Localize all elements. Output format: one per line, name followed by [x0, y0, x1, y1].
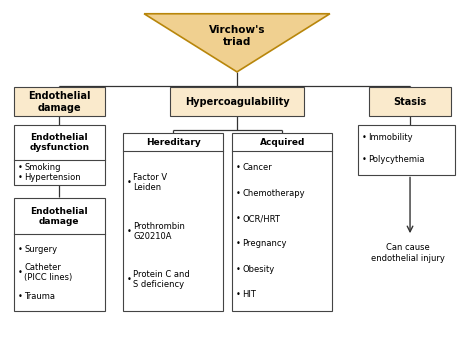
FancyBboxPatch shape — [232, 133, 332, 311]
Text: •: • — [362, 133, 366, 142]
Polygon shape — [144, 14, 330, 72]
Text: Virchow's
triad: Virchow's triad — [209, 25, 265, 47]
Text: •: • — [236, 239, 241, 248]
Text: •: • — [18, 173, 23, 183]
FancyBboxPatch shape — [369, 87, 451, 116]
Text: Factor V
Leiden: Factor V Leiden — [133, 173, 167, 192]
Text: •: • — [236, 290, 241, 299]
Text: •: • — [236, 189, 241, 198]
Text: Endothelial
damage: Endothelial damage — [28, 91, 91, 113]
Text: HIT: HIT — [243, 290, 256, 299]
Text: Smoking: Smoking — [24, 163, 61, 172]
Text: •: • — [18, 245, 23, 254]
Text: Cancer: Cancer — [243, 163, 273, 172]
Text: •: • — [18, 291, 23, 300]
Text: Prothrombin
G20210A: Prothrombin G20210A — [133, 222, 185, 241]
Text: Trauma: Trauma — [24, 291, 55, 300]
Text: •: • — [127, 178, 132, 187]
Text: Acquired: Acquired — [260, 138, 305, 147]
Text: Surgery: Surgery — [24, 245, 57, 254]
FancyBboxPatch shape — [170, 87, 304, 116]
Text: •: • — [236, 265, 241, 274]
Text: Hypertension: Hypertension — [24, 173, 81, 183]
Text: Endothelial
dysfunction: Endothelial dysfunction — [29, 133, 90, 153]
Text: Endothelial
damage: Endothelial damage — [30, 207, 88, 226]
Text: •: • — [362, 155, 366, 164]
Text: OCR/HRT: OCR/HRT — [243, 214, 281, 223]
Text: Hypercoagulability: Hypercoagulability — [185, 97, 289, 107]
FancyBboxPatch shape — [123, 133, 223, 311]
Text: Can cause
endothelial injury: Can cause endothelial injury — [371, 244, 445, 263]
Text: Pregnancy: Pregnancy — [243, 239, 287, 248]
Text: •: • — [236, 163, 241, 172]
Text: Hereditary: Hereditary — [146, 138, 201, 147]
FancyBboxPatch shape — [358, 125, 456, 174]
FancyBboxPatch shape — [14, 199, 105, 311]
Text: Catheter
(PICC lines): Catheter (PICC lines) — [24, 263, 73, 282]
Text: Obesity: Obesity — [243, 265, 275, 274]
Text: •: • — [236, 214, 241, 223]
Text: •: • — [127, 275, 132, 284]
Text: Chemotherapy: Chemotherapy — [243, 189, 305, 198]
Text: Protein C and
S deficiency: Protein C and S deficiency — [133, 270, 190, 289]
Text: Stasis: Stasis — [393, 97, 427, 107]
Text: Immobility: Immobility — [368, 133, 413, 142]
FancyBboxPatch shape — [14, 87, 105, 116]
FancyBboxPatch shape — [14, 125, 105, 185]
Text: •: • — [18, 163, 23, 172]
Text: •: • — [127, 227, 132, 236]
Text: Polycythemia: Polycythemia — [368, 155, 425, 164]
Text: •: • — [18, 268, 23, 277]
